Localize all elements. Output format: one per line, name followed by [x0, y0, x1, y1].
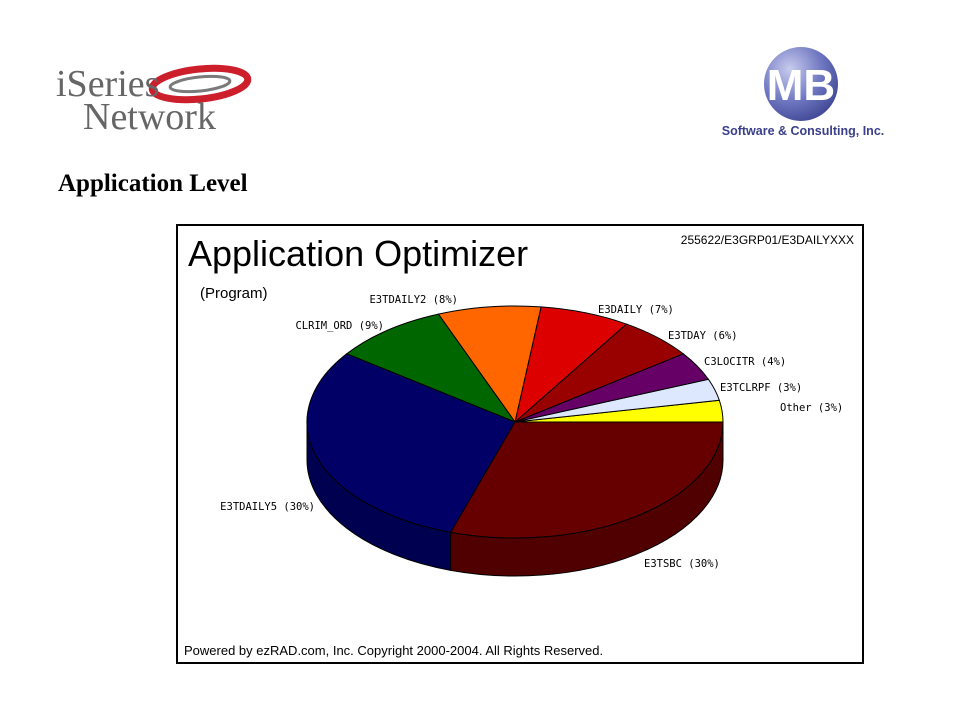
pie-label-clrim-ord-9: CLRIM_ORD (9%): [295, 320, 384, 332]
chart-identifier: 255622/E3GRP01/E3DAILYXXX: [681, 233, 854, 247]
chart-panel: Other (3%) E3TCLRPF (3%) C3LOCITR (4%) E3TD…: [176, 224, 864, 664]
slide-title: Application Level: [58, 170, 248, 197]
pie-label-other-3: Other (3%): [780, 402, 843, 414]
chart-title: Application Optimizer: [188, 233, 528, 274]
pie-slice-e3tsbc-30: [449, 421, 724, 539]
pie-label-e3tdaily2-8: E3TDAILY2 (8%): [369, 294, 458, 306]
mb-logo-tagline: Software & Consulting, Inc.: [722, 124, 885, 138]
chart-footer: Powered by ezRAD.com, Inc. Copyright 200…: [184, 643, 603, 658]
pie-slice-clrim-ord-9: [345, 313, 517, 424]
iseries-network-logo-graphic: iSeries Network: [56, 63, 252, 138]
logo-swoosh-outer: [148, 64, 252, 104]
pie-label-e3tdaily5-30: E3TDAILY5 (30%): [220, 501, 315, 513]
pie-label-e3tclrpf-3: E3TCLRPF (3%): [720, 382, 802, 394]
chart-subtitle: (Program): [200, 285, 268, 302]
pie-label-c3locitr-4: C3LOCITR (4%): [704, 356, 786, 368]
pie-slice-e3tdaily5-30: [306, 353, 516, 533]
pie-label-e3daily-7: E3DAILY (7%): [598, 304, 674, 316]
pie-label-e3tday-6: E3TDAY (6%): [668, 330, 738, 342]
pie-label-e3tsbc-30: E3TSBC (30%): [644, 558, 720, 570]
mb-software-logo: MB Software & Consulting, Inc.: [700, 40, 910, 145]
pie-labels: Other (3%) E3TCLRPF (3%) C3LOCITR (4%) E3TD…: [220, 294, 843, 570]
iseries-network-logo: iSeries Network: [50, 58, 265, 138]
mb-logo-circle: [764, 47, 838, 121]
mb-logo-graphic: MB Software & Consulting, Inc.: [722, 47, 885, 138]
logo-network-text: Network: [83, 96, 216, 138]
logo-swoosh-inner: [168, 74, 232, 94]
logo-iseries-text: iSeries: [56, 63, 159, 105]
pie-top: [306, 305, 724, 539]
mb-logo-mark: MB: [767, 61, 835, 110]
pie-chart: Other (3%) E3TCLRPF (3%) C3LOCITR (4%) E3TD…: [184, 233, 854, 658]
pie-slice-e3tdaily2-8: [437, 305, 542, 424]
